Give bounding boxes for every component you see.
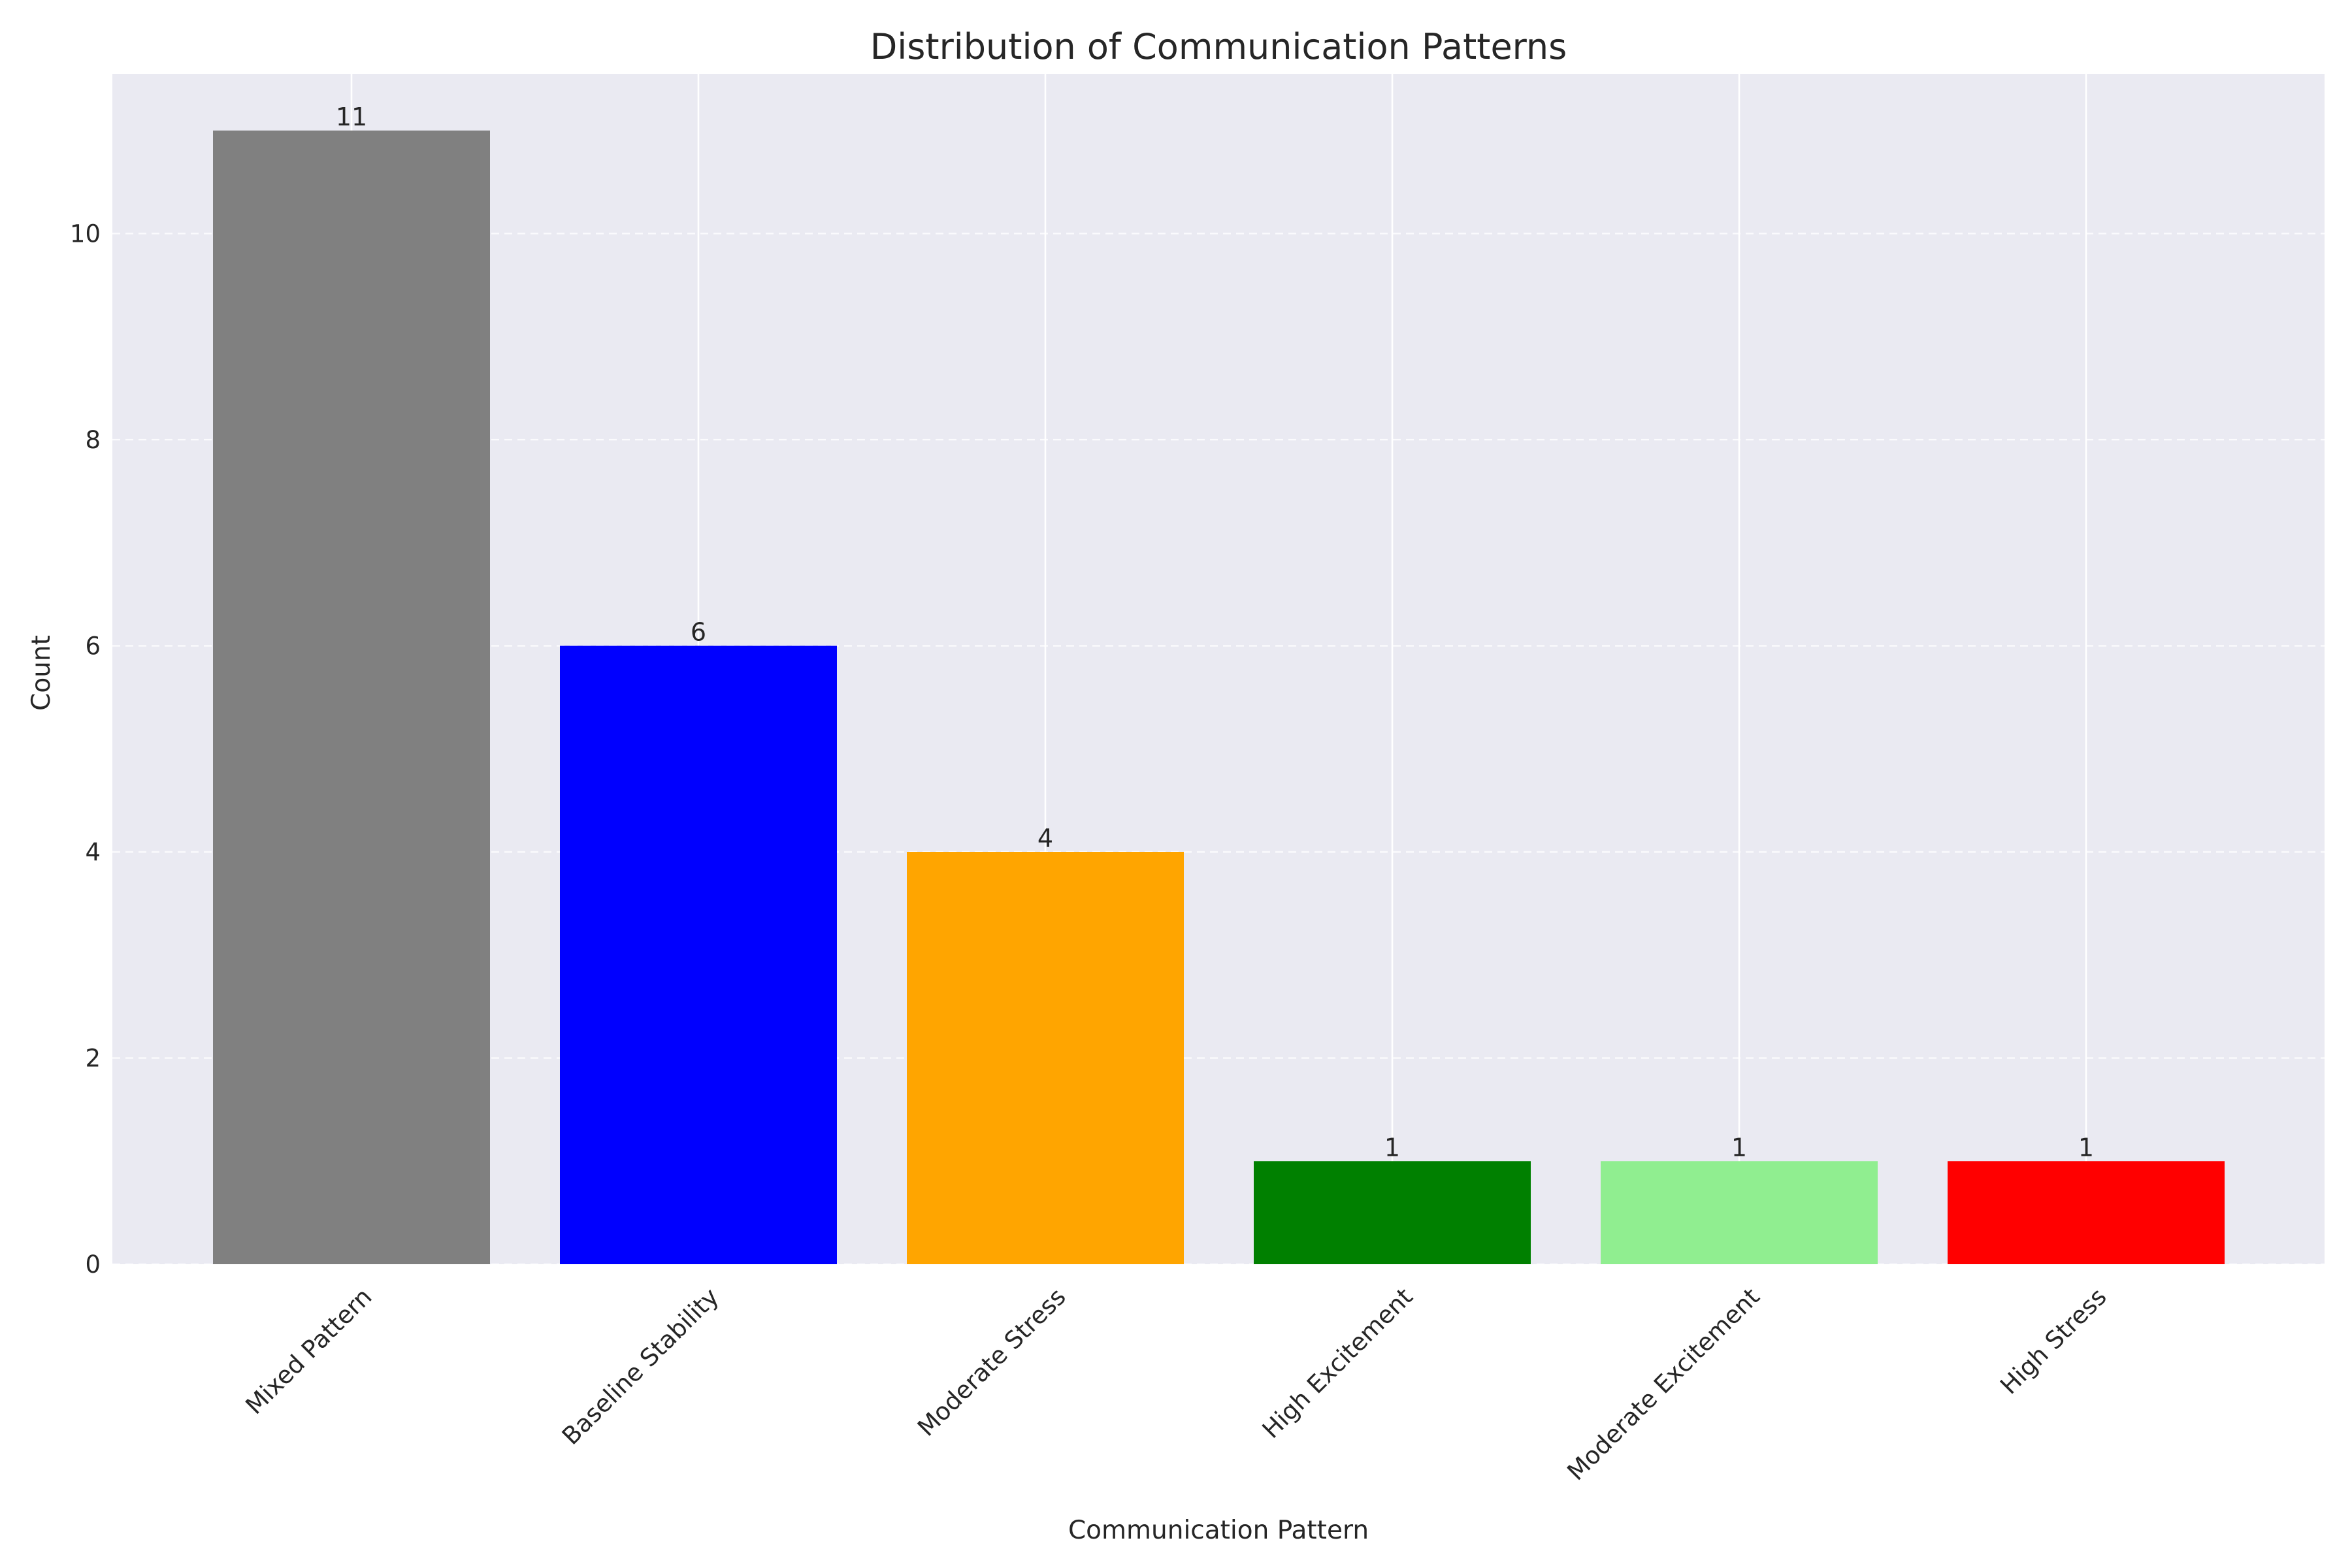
x-tick-label: Moderate Excitement (1561, 1282, 1765, 1486)
y-tick-label: 0 (85, 1250, 101, 1279)
bar-value-label: 4 (1037, 824, 1053, 853)
y-tick-label: 6 (85, 632, 101, 661)
bar (907, 852, 1184, 1264)
bar-value-label: 1 (1731, 1133, 1747, 1162)
bar-value-label: 6 (691, 618, 706, 647)
bar (1948, 1161, 2225, 1264)
bar-value-label: 1 (2078, 1133, 2094, 1162)
x-tick-label: Mixed Pattern (240, 1282, 378, 1420)
x-tick-label: High Excitement (1257, 1282, 1418, 1444)
x-axis-label: Communication Pattern (1068, 1516, 1369, 1545)
y-axis-ticks: 0 2 4 6 8 10 (70, 220, 101, 1279)
bar (1601, 1161, 1878, 1264)
bars (213, 130, 2225, 1264)
x-tick-label: Baseline Stability (557, 1282, 725, 1450)
x-axis-ticks: Mixed Pattern Baseline Stability Moderate … (240, 1282, 2112, 1486)
bar-value-label: 1 (1384, 1133, 1400, 1162)
y-tick-label: 10 (70, 220, 101, 248)
bar (560, 645, 837, 1264)
y-tick-label: 4 (85, 838, 101, 866)
bar (213, 130, 490, 1264)
y-axis-label: Count (27, 635, 56, 711)
bar (1254, 1161, 1531, 1264)
y-tick-label: 2 (85, 1045, 101, 1073)
y-tick-label: 8 (85, 426, 101, 454)
chart-title: Distribution of Communication Patterns (870, 26, 1567, 67)
x-tick-label: High Stress (1995, 1282, 2112, 1399)
bar-value-label: 11 (336, 103, 367, 131)
x-tick-label: Moderate Stress (912, 1282, 1071, 1442)
